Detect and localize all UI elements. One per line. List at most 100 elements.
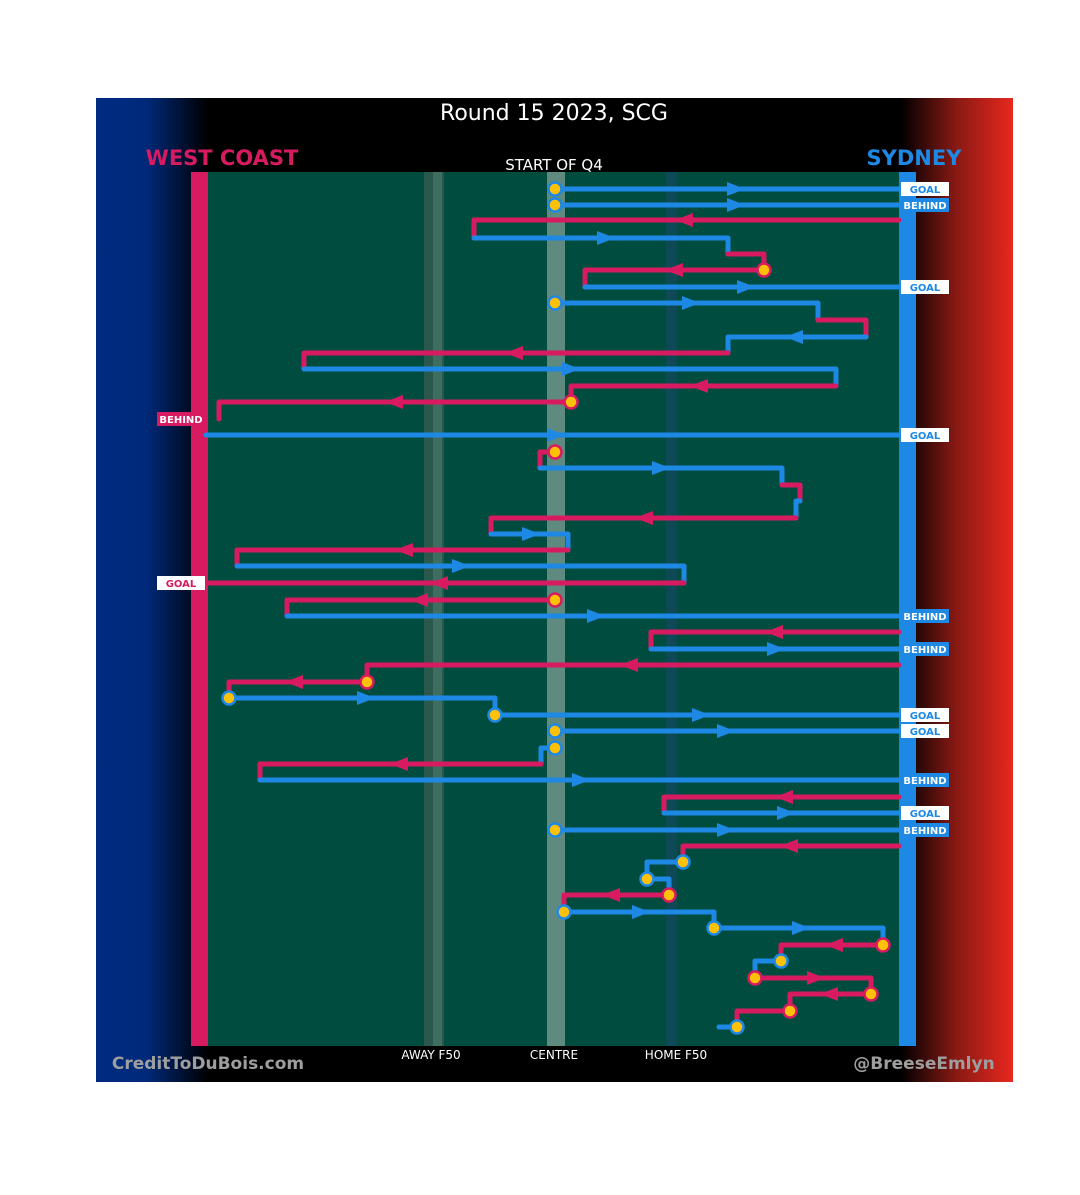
direction-arrow <box>652 461 670 475</box>
direction-arrow <box>727 198 745 212</box>
direction-arrow <box>727 182 745 196</box>
ball-marker <box>782 1003 798 1019</box>
direction-arrow <box>765 625 783 639</box>
left-credit: CreditToDuBois.com <box>112 1054 304 1074</box>
direction-arrow <box>825 938 843 952</box>
possession-path <box>488 531 571 553</box>
ball-marker <box>547 592 563 608</box>
outcome-label: GOAL <box>910 283 941 294</box>
x-tick-label: AWAY F50 <box>401 1048 460 1062</box>
possession-path <box>537 465 785 488</box>
ball-marker <box>359 674 375 690</box>
possession-path <box>725 334 869 356</box>
possession-path <box>471 235 731 257</box>
possession-path <box>471 217 902 241</box>
outcome-label: GOAL <box>910 431 941 442</box>
ball-marker <box>556 904 572 920</box>
x-tick-label: CENTRE <box>530 1048 578 1062</box>
home-f50-line <box>666 172 677 1046</box>
direction-arrow <box>737 280 755 294</box>
away-team-label: WEST COAST <box>146 146 299 170</box>
direction-arrow <box>390 757 408 771</box>
direction-arrow <box>767 642 785 656</box>
direction-arrow <box>562 362 580 376</box>
direction-arrow <box>780 839 798 853</box>
direction-arrow <box>572 773 590 787</box>
direction-arrow <box>777 806 795 820</box>
outcome-label: BEHIND <box>159 415 202 426</box>
possession-path <box>216 399 574 422</box>
away-f50-line-inner <box>433 172 442 1046</box>
possession-path <box>234 547 571 569</box>
direction-arrow <box>602 888 620 902</box>
outcome-label: BEHIND <box>903 201 946 212</box>
ball-marker <box>547 444 563 460</box>
outcome-tag <box>901 724 949 738</box>
ball-marker <box>863 986 879 1002</box>
direction-arrow <box>785 330 803 344</box>
ball-marker <box>706 920 722 936</box>
outcome-label: BEHIND <box>903 776 946 787</box>
home-team-label: SYDNEY <box>867 146 963 170</box>
direction-arrow <box>597 231 615 245</box>
possession-path <box>301 366 839 389</box>
direction-arrow <box>682 296 700 310</box>
ball-marker <box>563 394 579 410</box>
ball-marker <box>547 181 563 197</box>
possession-path <box>284 597 558 619</box>
direction-arrow <box>357 691 375 705</box>
direction-arrow <box>635 511 653 525</box>
possession-path <box>552 300 821 323</box>
ball-marker <box>547 197 563 213</box>
direction-arrow <box>675 213 693 227</box>
direction-arrow <box>395 543 413 557</box>
direction-arrow <box>620 658 638 672</box>
outcome-tag <box>901 280 949 294</box>
outcome-tag <box>901 428 949 442</box>
x-tick-label: HOME F50 <box>645 1048 707 1062</box>
direction-arrow <box>385 395 403 409</box>
outcome-tag <box>901 182 949 196</box>
direction-arrow <box>430 576 448 590</box>
direction-arrow <box>665 263 683 277</box>
ball-marker <box>675 854 691 870</box>
ball-marker <box>729 1019 745 1035</box>
possession-path <box>661 794 902 816</box>
direction-arrow <box>717 823 735 837</box>
outcome-label: GOAL <box>910 185 941 196</box>
outcome-tag <box>901 708 949 722</box>
possession-path <box>234 563 687 586</box>
direction-arrow <box>792 921 810 935</box>
possession-path <box>488 515 799 537</box>
ball-marker <box>547 295 563 311</box>
ball-marker <box>221 690 237 706</box>
ball-marker <box>547 723 563 739</box>
ball-marker <box>875 937 891 953</box>
possession-path <box>779 482 803 504</box>
outcome-tag <box>901 773 949 787</box>
outcome-tag <box>901 806 949 820</box>
direction-arrow <box>690 379 708 393</box>
direction-arrow <box>807 971 825 985</box>
direction-arrow <box>522 527 540 541</box>
outcome-tag <box>901 198 949 212</box>
possession-path <box>301 350 731 372</box>
direction-arrow <box>285 675 303 689</box>
outcome-label: GOAL <box>166 579 197 590</box>
outcome-tag <box>901 609 949 623</box>
direction-arrow <box>452 559 470 573</box>
away-goal-bar <box>191 172 208 1046</box>
ball-marker <box>547 822 563 838</box>
outcome-label: GOAL <box>910 727 941 738</box>
chart-title: Round 15 2023, SCG <box>440 101 668 126</box>
outcome-label: BEHIND <box>903 612 946 623</box>
ball-marker <box>487 707 503 723</box>
ball-marker <box>547 740 563 756</box>
outcome-tag <box>157 576 205 590</box>
possession-path <box>793 498 803 521</box>
direction-arrow <box>692 708 710 722</box>
direction-arrow <box>717 724 735 738</box>
outcome-label: GOAL <box>910 809 941 820</box>
outcome-tag <box>157 412 205 426</box>
